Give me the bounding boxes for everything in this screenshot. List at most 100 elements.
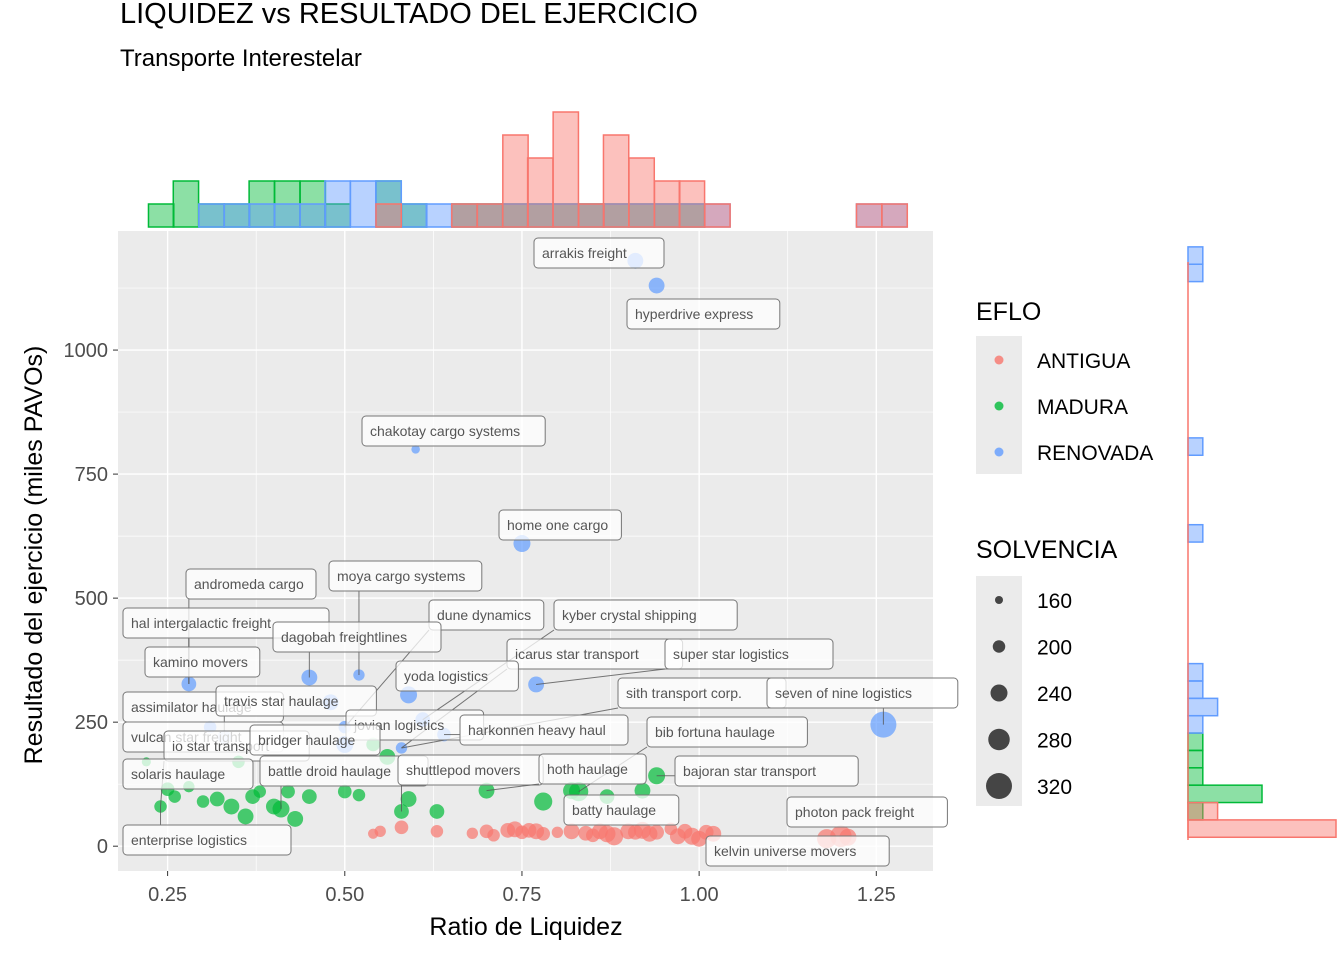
point-label: harkonnen heavy haul [468,722,606,738]
point-label: travis star haulage [224,693,339,709]
legend-color-label: RENOVADA [1037,442,1153,465]
label-box [553,599,738,631]
point-label: arrakis freight [542,245,627,261]
legend-size-key [992,640,1006,653]
label-box [215,685,377,717]
data-point [287,810,304,827]
data-point [536,826,551,841]
histogram-bar [324,180,351,228]
chart-subtitle: Transporte Interestelar [120,45,362,72]
y-tick-label: 0 [97,836,108,858]
point-label: bridger haulage [258,732,356,748]
data-point [605,827,624,846]
data-point [411,445,420,454]
legend-size-title: SOLVENCIA [976,536,1118,564]
legend-size-key [986,773,1012,799]
data-point [563,823,580,840]
label-box [185,568,317,600]
legend-color-title: EFLO [976,298,1041,326]
histogram-bar [1187,662,1204,682]
histogram-bar [1187,263,1204,283]
data-point [551,826,564,838]
point-label: solaris haulage [131,766,225,782]
histogram-bar [1187,523,1204,543]
histogram-bar [223,203,251,228]
legend-color-key [994,355,1004,365]
data-point [400,791,417,807]
y-tick-label: 750 [75,464,108,486]
label-box [664,638,834,670]
histogram-bar [653,180,681,228]
data-point [301,789,317,804]
label-box [674,755,859,787]
legend: EFLO ANTIGUA MADURA RENOVADA SOLVENCIA 160 200… [976,298,1153,806]
label-box [428,599,545,631]
chart-title: LIQUIDEZ vs RESULTADO DEL EJERCICIO [120,0,698,30]
legend-size-label: 160 [1037,590,1072,613]
histogram-bar [602,134,630,228]
x-axis-title: Ratio de Liquidez [429,913,622,941]
histogram-bar [198,203,225,228]
legend-size-key [988,728,1010,751]
point-label: bib fortuna haulage [655,724,775,740]
histogram-bar [678,180,706,228]
histogram-bar [1187,819,1337,839]
point-label: photon pack freight [795,804,914,820]
label-box [361,415,546,447]
histogram-bar [375,203,403,228]
point-label: bajoran star transport [683,763,816,779]
histogram-bar [425,203,453,228]
top-histogram [147,111,909,228]
label-box [533,237,665,269]
y-tick-label: 1000 [64,340,109,362]
histogram-bar [248,203,276,228]
legend-color-key [994,447,1004,457]
histogram-bar [273,203,301,228]
histogram-bar [147,203,175,228]
point-label: dagobah freightlines [281,629,407,645]
label-box [498,509,622,541]
data-point [168,790,181,803]
point-label: seven of nine logistics [775,685,912,701]
y-tick-label: 250 [75,712,108,734]
histogram-bar [172,180,200,228]
point-label: io star transport [172,738,269,754]
histogram-bar [299,203,327,228]
point-label: moya cargo systems [337,568,465,584]
histogram-bar [349,180,377,228]
data-point [337,784,352,799]
point-label: dune dynamics [437,607,531,623]
point-label: hal intergalactic freight [131,615,271,631]
histogram-bar [881,203,909,228]
data-point [374,825,386,837]
label-box [538,753,647,785]
data-point [209,791,225,807]
point-label: battle droid haulage [268,763,391,779]
point-label: kelvin universe movers [714,843,856,859]
point-label: yoda logistics [404,668,488,684]
point-label: hoth haulage [547,761,628,777]
right-histogram [1187,246,1337,840]
point-label: kyber crystal shipping [562,607,697,623]
y-tick-label: 500 [75,588,108,610]
label-box [144,646,261,678]
point-label: chakotay cargo systems [370,423,520,439]
histogram-bar [1187,732,1204,752]
label-box [122,824,292,856]
legend-size-label: 200 [1037,637,1072,660]
histogram-bar [1187,749,1204,769]
data-point [430,825,444,838]
label-box [646,716,808,748]
legend-color-key [994,401,1004,411]
histogram-bar [1187,784,1263,804]
data-point [648,277,665,294]
data-point [281,784,295,799]
point-label: kamino movers [153,654,248,670]
histogram-bar [552,111,580,228]
legend-size-label: 320 [1037,776,1072,799]
histogram-bar [577,203,605,228]
data-point [352,788,366,802]
label-box [563,794,680,826]
data-point [253,785,266,798]
